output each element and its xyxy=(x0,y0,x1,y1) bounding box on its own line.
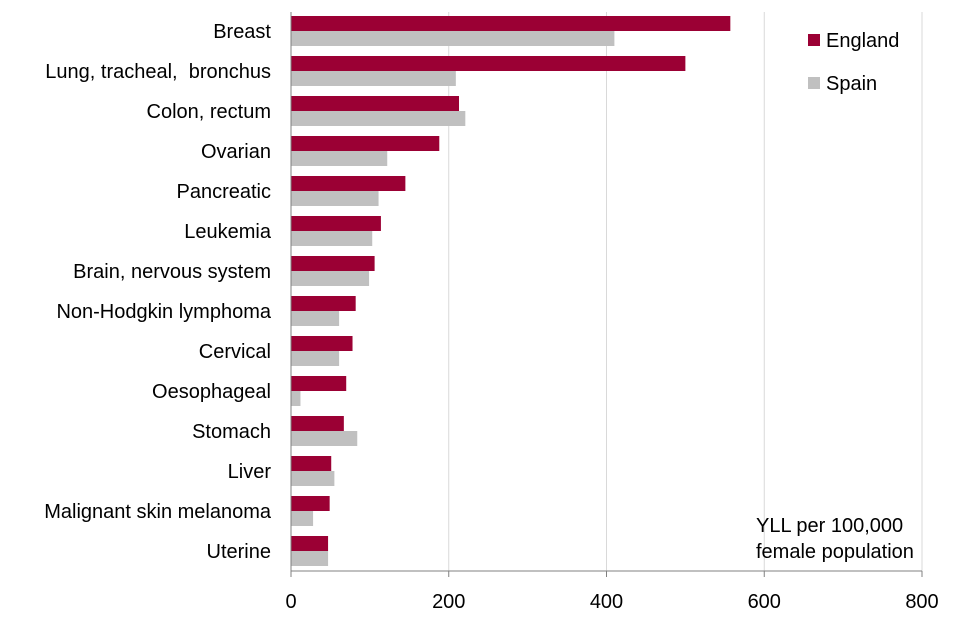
annotation-line-2: female population xyxy=(756,541,914,563)
bar-england-pancreatic xyxy=(291,176,406,191)
category-label-stomach: Stomach xyxy=(192,421,271,443)
bar-spain-non-hodgkin-lymphoma xyxy=(291,311,340,326)
bar-spain-cervical xyxy=(291,351,340,366)
bar-england-cervical xyxy=(291,336,353,351)
x-tick-label-800: 800 xyxy=(905,591,938,613)
bar-spain-uterine xyxy=(291,551,329,566)
x-axis: 0 200 400 600 800 xyxy=(285,12,939,613)
legend-swatch-spain xyxy=(808,77,820,89)
bar-spain-colon-rectum xyxy=(291,111,466,126)
category-label-cervical: Cervical xyxy=(199,341,271,363)
bar-spain-liver xyxy=(291,471,335,486)
bar-spain-stomach xyxy=(291,431,358,446)
bar-england-lung-tracheal-bronchus xyxy=(291,56,686,71)
category-label-pancreatic: Pancreatic xyxy=(177,181,272,203)
bar-england-non-hodgkin-lymphoma xyxy=(291,296,356,311)
bar-spain-malignant-skin-melanoma xyxy=(291,511,314,526)
bar-england-malignant-skin-melanoma xyxy=(291,496,330,511)
annotation-line-1: YLL per 100,000 xyxy=(756,515,903,537)
bar-spain-leukemia xyxy=(291,231,373,246)
x-tick-label-0: 0 xyxy=(285,591,296,613)
category-label-lung-tracheal-bronchus: Lung, tracheal, bronchus xyxy=(45,61,271,83)
category-label-leukemia: Leukemia xyxy=(184,221,272,243)
bar-spain-brain-nervous-system xyxy=(291,271,370,286)
bar-england-stomach xyxy=(291,416,344,431)
legend: England Spain xyxy=(808,30,899,95)
x-tick-label-200: 200 xyxy=(432,591,465,613)
category-label-malignant-skin-melanoma: Malignant skin melanoma xyxy=(44,501,272,523)
bar-spain-lung-tracheal-bronchus xyxy=(291,71,456,86)
category-label-oesophageal: Oesophageal xyxy=(152,381,271,403)
category-label-non-hodgkin-lymphoma: Non-Hodgkin lymphoma xyxy=(56,301,271,323)
bar-england-leukemia xyxy=(291,216,381,231)
x-tick-label-400: 400 xyxy=(590,591,623,613)
bar-england-ovarian xyxy=(291,136,440,151)
bar-spain-breast xyxy=(291,31,615,46)
legend-swatch-england xyxy=(808,34,820,46)
category-label-ovarian: Ovarian xyxy=(201,141,271,163)
bar-england-colon-rectum xyxy=(291,96,460,111)
category-label-liver: Liver xyxy=(228,461,272,483)
bar-spain-pancreatic xyxy=(291,191,379,206)
category-label-breast: Breast xyxy=(213,21,271,43)
legend-label-spain: Spain xyxy=(826,73,877,95)
bar-england-brain-nervous-system xyxy=(291,256,375,271)
bar-spain-oesophageal xyxy=(291,391,301,406)
bar-england-liver xyxy=(291,456,332,471)
bar-england-uterine xyxy=(291,536,329,551)
bar-england-oesophageal xyxy=(291,376,347,391)
category-label-brain-nervous-system: Brain, nervous system xyxy=(73,261,271,283)
x-tick-label-600: 600 xyxy=(748,591,781,613)
bars xyxy=(291,16,731,566)
category-labels: Breast Lung, tracheal, bronchus Colon, rec… xyxy=(44,21,272,563)
category-label-colon-rectum: Colon, rectum xyxy=(147,101,272,123)
bar-spain-ovarian xyxy=(291,151,388,166)
category-label-uterine: Uterine xyxy=(207,541,271,563)
bar-england-breast xyxy=(291,16,731,31)
gridlines xyxy=(448,12,923,571)
legend-label-england: England xyxy=(826,30,899,52)
